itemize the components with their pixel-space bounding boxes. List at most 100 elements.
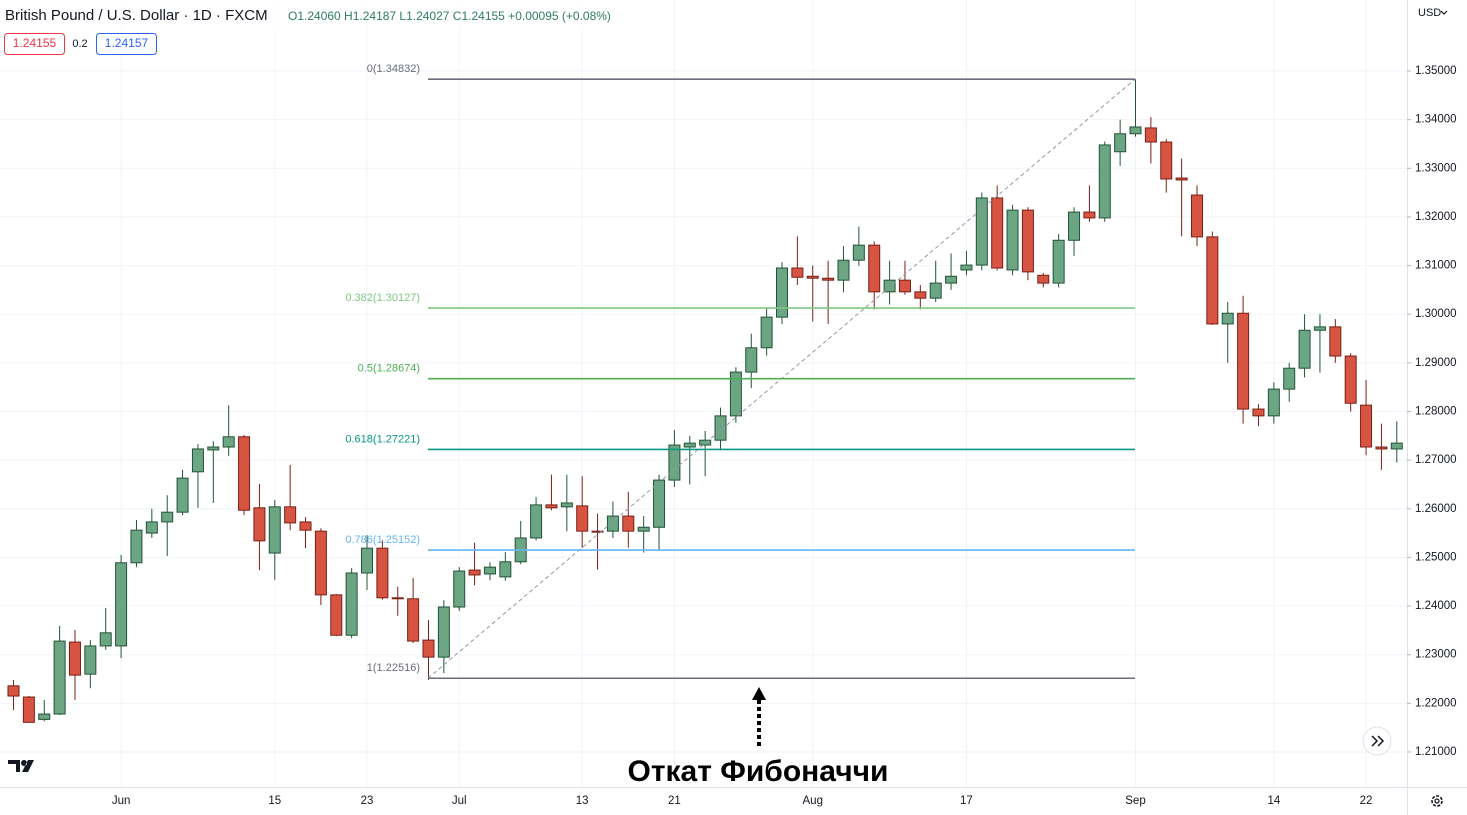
candle-body <box>637 526 650 532</box>
x-tick-label: 21 <box>668 795 681 807</box>
candle-body <box>1190 194 1203 238</box>
logo[interactable] <box>8 760 34 772</box>
x-tick-label: Jul <box>452 795 467 807</box>
y-tick-label: 1.22000 <box>1415 697 1457 709</box>
candle-body <box>1267 388 1280 417</box>
candle-body <box>361 547 374 574</box>
fib-label: 0(1.34832) <box>367 63 420 75</box>
candle-body <box>653 479 666 528</box>
candle-body <box>238 436 251 511</box>
candle-body <box>299 521 312 531</box>
y-tick-label: 1.28000 <box>1415 406 1457 418</box>
candle-body <box>883 279 896 293</box>
candle-body <box>99 632 112 647</box>
candle-body <box>1329 326 1342 357</box>
candle-body <box>1283 367 1296 390</box>
candle-body <box>1129 126 1142 135</box>
fib-label: 0.618(1.27221) <box>345 433 420 445</box>
candle-body <box>822 277 835 281</box>
candle-body <box>222 436 235 448</box>
fib-label: 0.786(1.25152) <box>345 534 420 546</box>
candle-body <box>1052 239 1065 284</box>
spread: 0.2 <box>72 38 87 50</box>
candle-body <box>852 244 865 261</box>
annotation-arrow-head <box>752 687 766 700</box>
candle-body <box>975 197 988 266</box>
fib-label: 0.382(1.30127) <box>345 292 420 304</box>
candle-body <box>606 515 619 532</box>
x-tick-label: Aug <box>803 795 823 807</box>
candle-body <box>191 448 204 473</box>
candle-body <box>1360 404 1373 448</box>
candle-body <box>1068 211 1081 241</box>
candles <box>7 79 1403 723</box>
x-tick-label: 22 <box>1360 795 1373 807</box>
candle-body <box>314 530 327 596</box>
candle-body <box>1006 209 1019 271</box>
candle-body <box>7 685 20 697</box>
candle-body <box>714 415 727 441</box>
candle-body <box>1221 312 1234 325</box>
candle-body <box>991 197 1004 269</box>
candle-body <box>1037 274 1050 284</box>
header-backdrop <box>0 0 645 30</box>
candle-body <box>914 291 927 299</box>
candle-body <box>499 561 512 578</box>
candle-body <box>145 521 158 534</box>
y-tick-label: 1.26000 <box>1415 503 1457 515</box>
x-tick-label: 23 <box>361 795 374 807</box>
candle-body <box>806 275 819 279</box>
candle-body <box>683 442 696 448</box>
candle-body <box>284 506 297 524</box>
settings-gear[interactable] <box>1431 795 1443 807</box>
candle-body <box>560 502 573 508</box>
y-tick-label: 1.27000 <box>1415 454 1457 466</box>
candle-body <box>84 645 97 675</box>
candle-body <box>1098 144 1111 219</box>
ask-button[interactable] <box>96 33 157 55</box>
annotation: Откат Фибоначчи <box>628 755 889 788</box>
candle-body <box>161 511 174 523</box>
x-tick-label: 17 <box>960 795 973 807</box>
y-tick-label: 1.31000 <box>1415 260 1457 272</box>
candle-body <box>207 446 220 451</box>
candle-body <box>422 639 435 658</box>
y-tick-label: 1.29000 <box>1415 357 1457 369</box>
candle-body <box>453 570 466 608</box>
candle-body <box>837 259 850 281</box>
candle-body <box>929 282 942 299</box>
candle-body <box>1298 329 1311 369</box>
candle-body <box>483 566 496 575</box>
candle-body <box>130 529 143 564</box>
candle-body <box>1021 209 1034 273</box>
candle-body <box>22 696 35 723</box>
candle-body <box>530 504 543 539</box>
currency-selector[interactable]: USD <box>1418 7 1441 19</box>
candle-body <box>1114 133 1127 153</box>
candle-body <box>1375 446 1388 450</box>
candle-body <box>330 594 343 636</box>
candle-body <box>176 477 189 513</box>
y-tick-label: 1.21000 <box>1415 746 1457 758</box>
candle-body <box>591 530 604 533</box>
candle-body <box>1206 236 1219 325</box>
y-tick-label: 1.25000 <box>1415 551 1457 563</box>
fibonacci-retracement: 0(1.34832) 0.382(1.30127) 0.5(1.28674) 0.61… <box>345 63 1136 680</box>
candle-body <box>760 316 773 349</box>
symbol-title[interactable]: British Pound / U.S. Dollar · 1D · FXCM <box>5 7 268 24</box>
y-tick-label: 1.30000 <box>1415 308 1457 320</box>
candle-body <box>468 569 481 576</box>
candle-body <box>668 444 681 481</box>
x-tick-label: 14 <box>1267 795 1280 807</box>
candle-body <box>1175 177 1188 181</box>
bid-button[interactable] <box>4 33 65 55</box>
candle-body <box>1390 442 1403 450</box>
candle-body <box>745 347 758 373</box>
candle-body <box>1160 141 1173 180</box>
y-tick-label: 1.24000 <box>1415 600 1457 612</box>
candle-body <box>253 507 266 542</box>
candle-body <box>38 713 51 720</box>
candle-body <box>791 267 804 278</box>
candle-body <box>1344 355 1357 404</box>
